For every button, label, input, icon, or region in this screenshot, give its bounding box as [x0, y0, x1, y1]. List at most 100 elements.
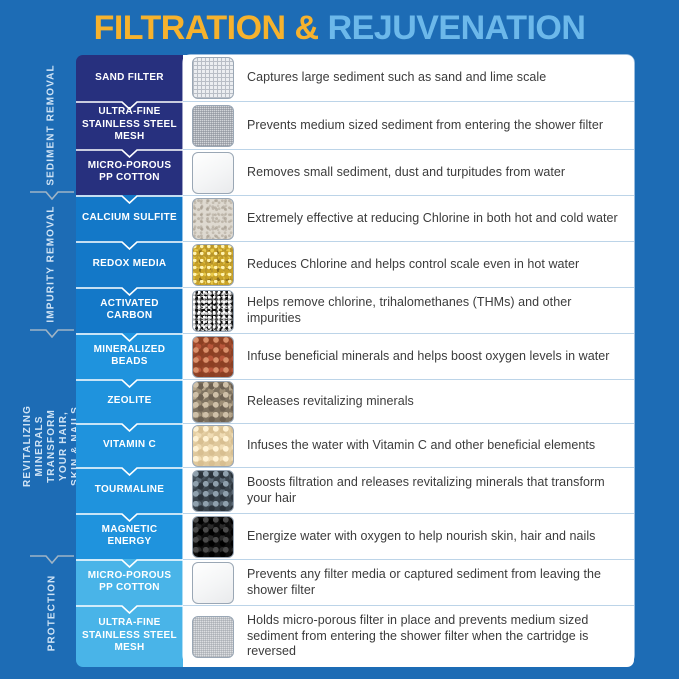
stage-name-chip[interactable]: MICRO-POROUS PP COTTON: [76, 559, 183, 605]
stage-name-chip[interactable]: REDOX MEDIA: [76, 241, 183, 287]
magnetic-energy-swatch: [192, 515, 234, 558]
mineralized-beads-swatch: [192, 335, 234, 378]
stage-description-text: Reduces Chlorine and helps control scale…: [247, 256, 580, 271]
group-label-3: PROTECTION: [28, 559, 76, 667]
stage-chevron-divider-icon: [76, 605, 183, 615]
filtration-stage-board: SEDIMENT REMOVAL IMPURITY REMOVAL REVITALI…: [22, 55, 634, 667]
fine-mesh-swatch: [192, 104, 234, 147]
white-cotton-swatch: [192, 561, 234, 604]
stage-chevron-divider-icon: [76, 195, 183, 205]
group-label-0: SEDIMENT REMOVAL: [28, 55, 76, 195]
stage-row: MINERALIZED BEADS Infuse beneficial miner…: [76, 333, 634, 379]
stage-name-chip[interactable]: VITAMIN C: [76, 423, 183, 467]
stage-chevron-divider-icon: [76, 379, 183, 389]
stage-description-text: Boosts filtration and releases revitaliz…: [247, 475, 605, 505]
stage-name-chip[interactable]: ZEOLITE: [76, 379, 183, 423]
stage-name-chip[interactable]: CALCIUM SULFITE: [76, 195, 183, 241]
stage-name-chip[interactable]: ACTIVATED CARBON: [76, 287, 183, 333]
stage-row: REDOX MEDIA Reduces Chlorine and helps co…: [76, 241, 634, 287]
stage-description-text: Releases revitalizing minerals: [247, 393, 414, 408]
stage-row: CALCIUM SULFITE Extremely effective at re…: [76, 195, 634, 241]
stage-row: MICRO-POROUS PP COTTON Prevents any filte…: [76, 559, 634, 605]
mesh-grid-swatch: [192, 57, 234, 99]
stage-description-card: Removes small sediment, dust and turpitu…: [183, 149, 634, 195]
stage-description-text: Prevents any filter media or captured se…: [247, 567, 602, 597]
stage-row: ULTRA-FINE STAINLESS STEEL MESH Prevents …: [76, 101, 634, 149]
stage-name-chip[interactable]: MICRO-POROUS PP COTTON: [76, 149, 183, 195]
zeolite-swatch: [192, 380, 234, 423]
stage-description-card: Prevents medium sized sediment from ente…: [183, 101, 634, 149]
stage-description-text: Energize water with oxygen to help nouri…: [247, 528, 596, 543]
stage-row: ULTRA-FINE STAINLESS STEEL MESH Holds mic…: [76, 605, 634, 667]
stage-description-card: Infuses the water with Vitamin C and oth…: [183, 423, 634, 467]
stage-chevron-divider-icon: [76, 101, 183, 111]
stage-description-card: Releases revitalizing minerals: [183, 379, 634, 423]
stage-description-card: Captures large sediment such as sand and…: [183, 55, 634, 101]
stage-row: SAND FILTER Captures large sediment such …: [76, 55, 634, 101]
stage-row: VITAMIN C Infuses the water with Vitamin …: [76, 423, 634, 467]
group-label-text: SEDIMENT REMOVAL: [46, 64, 57, 186]
stage-label: ULTRA-FINE STAINLESS STEEL MESH: [82, 106, 177, 143]
group-label-1: IMPURITY REMOVAL: [28, 195, 76, 333]
stage-label: ACTIVATED CARBON: [100, 297, 159, 322]
stage-name-chip[interactable]: MINERALIZED BEADS: [76, 333, 183, 379]
stage-label: MAGNETIC ENERGY: [101, 523, 158, 548]
stage-description-text: Prevents medium sized sediment from ente…: [247, 117, 604, 132]
page-title: FILTRATION & REJUVENATION: [0, 9, 679, 47]
stage-name-chip[interactable]: MAGNETIC ENERGY: [76, 513, 183, 559]
stage-chevron-divider-icon: [76, 559, 183, 569]
stage-label: MINERALIZED BEADS: [93, 343, 166, 368]
stage-row: ACTIVATED CARBON Helps remove chlorine, t…: [76, 287, 634, 333]
stage-description-text: Removes small sediment, dust and turpitu…: [247, 164, 566, 179]
stage-name-chip[interactable]: ULTRA-FINE STAINLESS STEEL MESH: [76, 605, 183, 667]
stage-description-card: Helps remove chlorine, trihalomethanes (…: [183, 287, 634, 333]
group-label-2: REVITALIZING MINERALS TRANSFORM YOUR HAI…: [22, 333, 81, 559]
stage-label: ZEOLITE: [107, 394, 152, 406]
stage-label: TOURMALINE: [94, 483, 165, 495]
group-label-text: IMPURITY REMOVAL: [46, 205, 58, 323]
stage-label: ULTRA-FINE STAINLESS STEEL MESH: [82, 617, 177, 654]
stage-row: MAGNETIC ENERGY Energize water with oxyge…: [76, 513, 634, 559]
stage-row: MICRO-POROUS PP COTTON Removes small sedi…: [76, 149, 634, 195]
stage-description-card: Infuse beneficial minerals and helps boo…: [183, 333, 634, 379]
stage-name-chip[interactable]: SAND FILTER: [76, 55, 183, 101]
stage-chevron-divider-icon: [76, 149, 183, 159]
stage-label: SAND FILTER: [95, 71, 164, 83]
stage-description-text: Helps remove chlorine, trihalomethanes (…: [247, 295, 572, 325]
stage-description-card: Holds micro-porous filter in place and p…: [183, 605, 634, 667]
stage-chevron-divider-icon: [76, 241, 183, 251]
group-label-text: REVITALIZING MINERALS TRANSFORM YOUR HAI…: [22, 405, 81, 487]
stage-description-card: Prevents any filter media or captured se…: [183, 559, 634, 605]
stage-description-card: Boosts filtration and releases revitaliz…: [183, 467, 634, 513]
white-cotton-swatch: [192, 151, 234, 194]
stage-description-card: Extremely effective at reducing Chlorine…: [183, 195, 634, 241]
title-part-rejuvenation: REJUVENATION: [327, 9, 586, 47]
stage-name-chip[interactable]: ULTRA-FINE STAINLESS STEEL MESH: [76, 101, 183, 149]
activated-carbon-swatch: [192, 289, 234, 332]
stage-description-text: Holds micro-porous filter in place and p…: [247, 613, 589, 659]
redox-media-swatch: [192, 243, 234, 286]
stage-label: REDOX MEDIA: [92, 257, 167, 269]
stage-chevron-divider-icon: [76, 333, 183, 343]
group-label-rail: SEDIMENT REMOVAL IMPURITY REMOVAL REVITALI…: [22, 55, 81, 663]
stage-chevron-divider-icon: [76, 513, 183, 523]
stage-description-card: Energize water with oxygen to help nouri…: [183, 513, 634, 559]
stage-label: CALCIUM SULFITE: [81, 211, 178, 223]
stage-chevron-divider-icon: [76, 287, 183, 297]
title-part-filtration: FILTRATION &: [93, 9, 320, 47]
stage-description-text: Captures large sediment such as sand and…: [247, 70, 547, 85]
stage-rows: SAND FILTER Captures large sediment such …: [76, 55, 634, 667]
stage-label: MICRO-POROUS PP COTTON: [87, 159, 172, 184]
stage-description-text: Extremely effective at reducing Chlorine…: [247, 210, 618, 225]
stage-chevron-divider-icon: [76, 467, 183, 477]
stage-description-text: Infuses the water with Vitamin C and oth…: [247, 437, 596, 452]
tourmaline-swatch: [192, 469, 234, 512]
stage-row: TOURMALINE Boosts filtration and releases…: [76, 467, 634, 513]
calcium-sulfite-swatch: [192, 197, 234, 240]
stage-row: ZEOLITE Releases revitalizing minerals: [76, 379, 634, 423]
stage-name-chip[interactable]: TOURMALINE: [76, 467, 183, 513]
stage-description-card: Reduces Chlorine and helps control scale…: [183, 241, 634, 287]
grey-mesh-swatch: [192, 615, 234, 658]
stage-label: MICRO-POROUS PP COTTON: [87, 569, 172, 594]
